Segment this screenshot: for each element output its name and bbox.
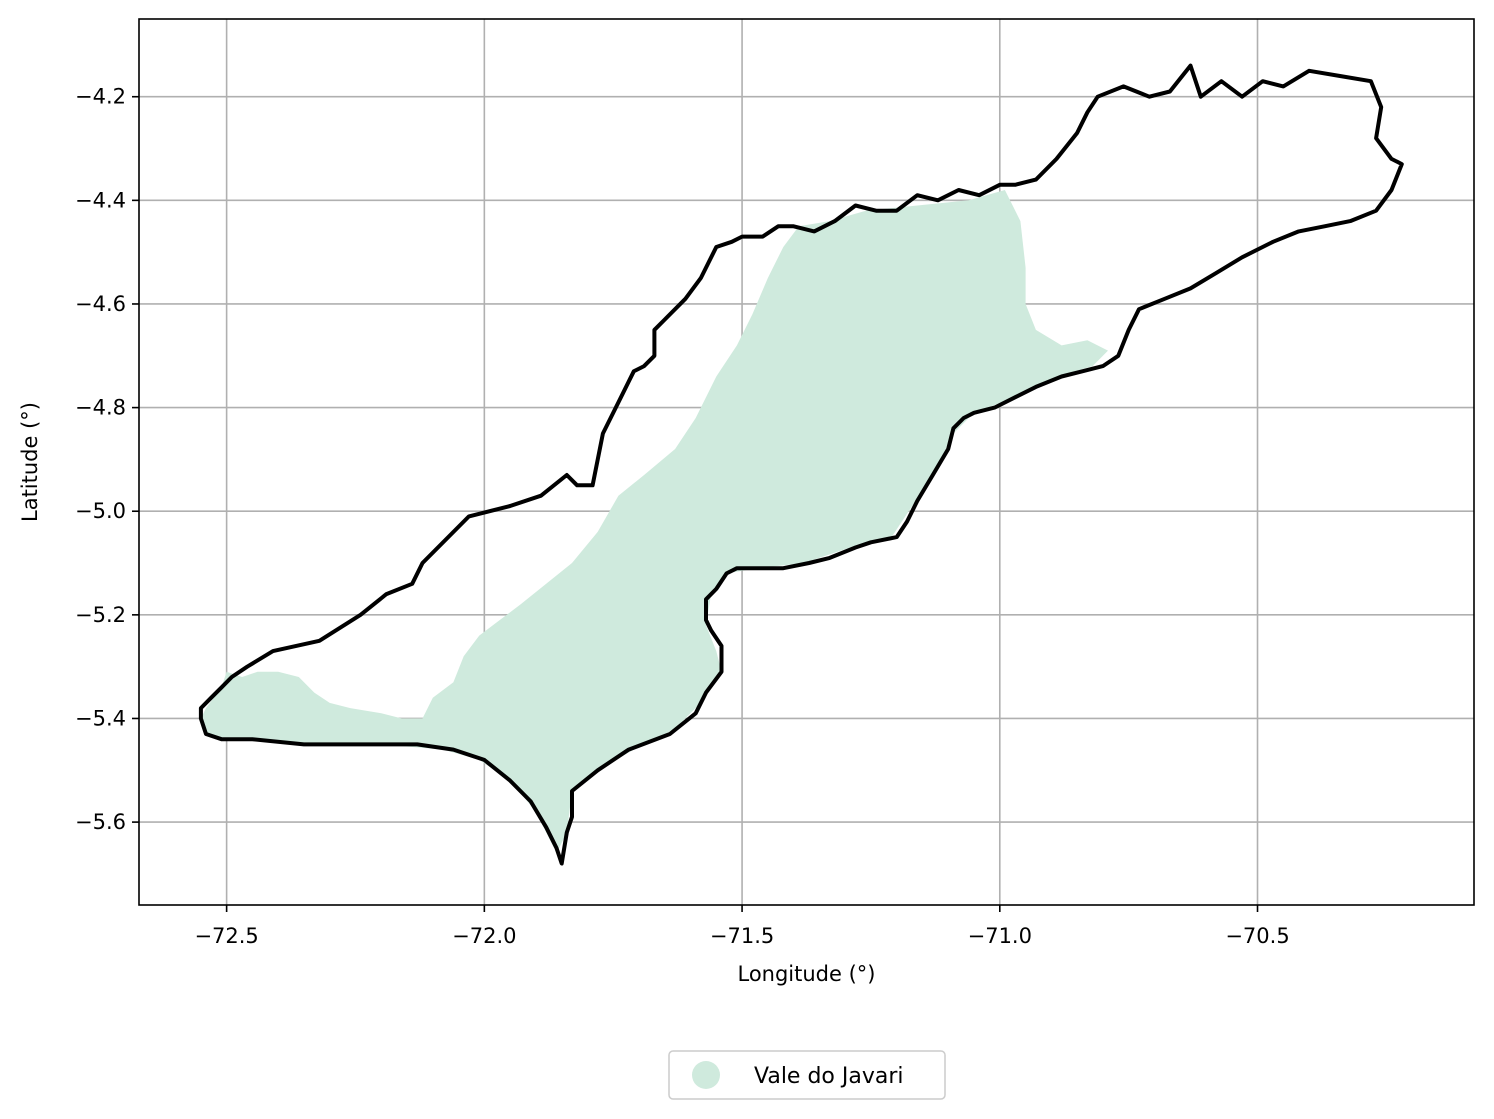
y-tick-label: −5.4 [75, 706, 126, 730]
y-tick-label: −5.0 [75, 499, 126, 523]
x-axis-label: Longitude (°) [737, 962, 875, 986]
vale-do-javari-fill [200, 190, 1108, 854]
x-tick-label: −72.5 [194, 924, 258, 948]
y-tick-label: −5.2 [75, 603, 126, 627]
axes-frame [138, 18, 1475, 906]
plot-area [138, 18, 1475, 906]
y-tick-label: −4.8 [75, 396, 126, 420]
vale-do-javari-outline [198, 63, 1404, 866]
x-tick-label: −71.0 [968, 924, 1032, 948]
y-axis-ticks: −4.2 −4.4 −4.6 −4.8 −5.0 −5.2 −5.4 −5.6 [75, 85, 139, 834]
y-tick-label: −4.4 [75, 188, 126, 212]
legend-box [668, 1050, 946, 1100]
y-tick-label: −4.6 [75, 292, 126, 316]
x-tick-label: −71.5 [710, 924, 774, 948]
legend-marker [692, 1061, 720, 1089]
y-axis-label: Latitude (°) [18, 402, 42, 522]
legend-label-vale-do-javari: Vale do Javari [754, 1064, 904, 1089]
y-tick-label: −4.2 [75, 85, 126, 109]
legend: Vale do Javari [668, 1050, 946, 1100]
x-tick-label: −72.0 [452, 924, 516, 948]
y-tick-label: −5.6 [75, 810, 126, 834]
x-axis-ticks: −72.5 −72.0 −71.5 −71.0 −70.5 [194, 905, 1290, 948]
x-tick-label: −70.5 [1225, 924, 1289, 948]
